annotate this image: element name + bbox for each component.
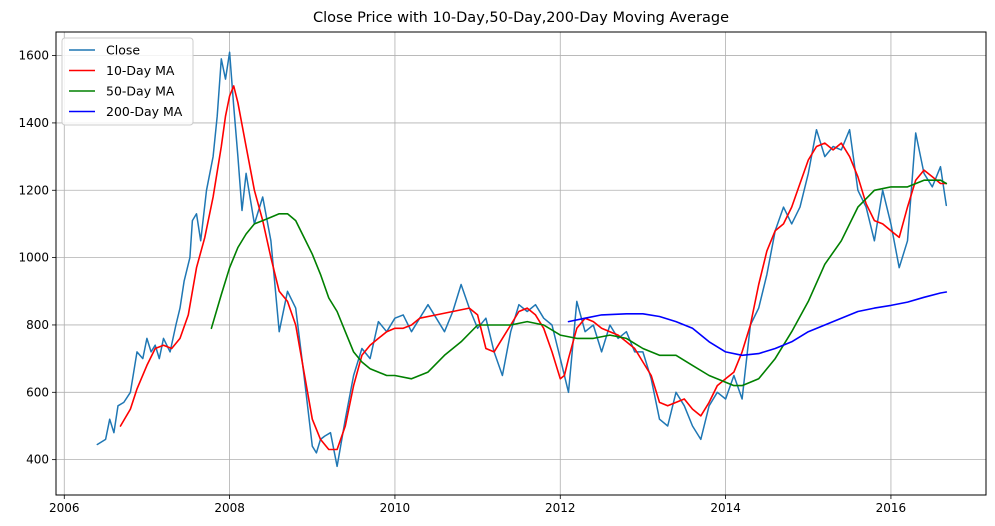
x-tick-label: 2010 xyxy=(380,501,411,515)
y-tick-label: 1400 xyxy=(18,116,49,130)
x-tick-label: 2006 xyxy=(49,501,80,515)
series-line-200-day-ma xyxy=(567,291,948,357)
x-tick-label: 2012 xyxy=(545,501,576,515)
series-line-50-day-ma xyxy=(210,179,948,387)
x-tick-label: 2008 xyxy=(214,501,245,515)
plot-frame xyxy=(55,31,987,496)
y-tick-label: 1000 xyxy=(18,251,49,265)
series-line-close xyxy=(96,51,948,468)
legend: Close 10-Day MA 50-Day MA 200-Day MA xyxy=(61,37,194,126)
legend-label: 200-Day MA xyxy=(106,104,183,119)
y-tick-label: 800 xyxy=(26,318,49,332)
y-tick-label: 400 xyxy=(26,453,49,467)
legend-label: 10-Day MA xyxy=(106,63,175,78)
y-tick-label: 600 xyxy=(26,385,49,399)
series-layer xyxy=(96,51,948,468)
x-tick-label: 2016 xyxy=(876,501,907,515)
x-axis: 2006 2008 2010 2012 2014 2016 xyxy=(49,495,906,515)
series-line-10-day-ma xyxy=(119,85,948,451)
y-tick-label: 1200 xyxy=(18,183,49,197)
chart-title: Close Price with 10-Day,50-Day,200-Day M… xyxy=(313,10,729,26)
y-tick-label: 1600 xyxy=(18,49,49,63)
y-axis: 400 600 800 1000 1200 1400 1600 xyxy=(18,49,56,467)
legend-label: 50-Day MA xyxy=(106,84,175,99)
legend-label: Close xyxy=(106,43,140,58)
x-tick-label: 2014 xyxy=(710,501,741,515)
legend-box xyxy=(61,37,194,126)
grid xyxy=(56,32,986,495)
